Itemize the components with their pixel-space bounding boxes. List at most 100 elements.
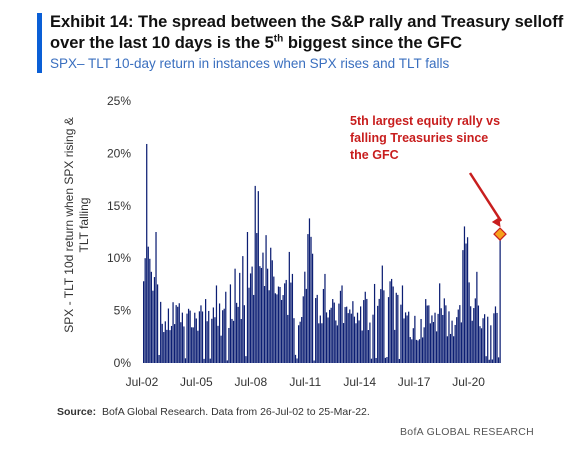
bar <box>302 296 304 363</box>
bar <box>485 356 487 363</box>
bar <box>346 306 348 363</box>
bar <box>318 323 320 363</box>
bar <box>418 339 421 363</box>
bar <box>375 357 377 363</box>
bar <box>471 320 473 363</box>
bar <box>468 282 470 363</box>
bar <box>377 305 379 363</box>
annotation-arrow <box>468 172 503 222</box>
bar <box>369 322 371 363</box>
bar <box>341 285 343 363</box>
bar <box>336 325 338 363</box>
bar <box>358 320 360 363</box>
x-tick-label: Jul-17 <box>398 375 431 389</box>
bar <box>166 329 168 363</box>
bar <box>459 305 461 363</box>
bar <box>195 318 197 363</box>
bar <box>243 305 245 363</box>
bar <box>330 307 332 363</box>
bar <box>387 297 390 363</box>
bar <box>191 327 193 363</box>
bar <box>434 312 436 363</box>
bar <box>225 291 227 363</box>
bar <box>222 310 224 363</box>
bar <box>270 247 272 363</box>
bar <box>153 277 156 363</box>
bar <box>391 278 393 363</box>
y-tick-label: 10% <box>107 251 131 265</box>
bar <box>229 284 232 363</box>
bar <box>288 251 290 363</box>
bar <box>211 318 213 363</box>
bar <box>155 232 157 363</box>
bar <box>432 322 435 363</box>
bar <box>367 330 369 363</box>
bar <box>494 306 497 363</box>
bar <box>253 294 255 363</box>
bar <box>366 298 368 363</box>
bar <box>273 276 275 363</box>
bar <box>316 294 318 363</box>
x-tick-label: Jul-02 <box>126 375 159 389</box>
bar <box>236 302 238 363</box>
bar <box>299 321 301 363</box>
bar <box>395 292 397 363</box>
y-axis-ticks: 0% 5% 10% 15% 20% 25% <box>107 94 131 370</box>
bar <box>443 298 445 363</box>
bar <box>206 321 208 363</box>
bar <box>194 312 196 363</box>
x-axis-ticks: Jul-02 Jul-05 Jul-08 Jul-11 Jul-14 Jul-17 Jul-… <box>126 375 486 389</box>
bar <box>305 288 307 363</box>
bar <box>361 330 363 363</box>
bar <box>315 298 317 363</box>
title-superscript: th <box>273 33 284 45</box>
bar <box>147 246 149 363</box>
bar <box>304 271 306 363</box>
bar <box>355 323 357 363</box>
bar <box>228 327 230 363</box>
bar <box>445 305 447 363</box>
bar <box>423 327 425 363</box>
bar <box>462 250 464 363</box>
bar <box>439 283 441 363</box>
bar <box>277 286 280 363</box>
bar <box>268 290 270 363</box>
bar <box>470 306 472 363</box>
bar <box>164 321 166 363</box>
annotation-arrowhead <box>491 217 501 228</box>
bar <box>237 306 239 363</box>
bar <box>161 323 163 363</box>
bar <box>338 303 340 363</box>
bar <box>160 301 162 363</box>
bar <box>260 267 263 363</box>
y-axis-label: SPX - TLT 10d return when SPX rising & T… <box>62 117 91 333</box>
bar <box>499 234 501 363</box>
bar <box>329 309 331 363</box>
bar <box>465 243 467 363</box>
bar <box>201 311 204 363</box>
bar <box>457 309 459 363</box>
x-tick-label: Jul-14 <box>343 375 376 389</box>
bar <box>257 191 259 363</box>
bar <box>425 299 427 363</box>
bar <box>263 286 266 363</box>
bar <box>370 358 373 363</box>
bar <box>293 318 295 363</box>
bar <box>401 285 404 363</box>
bar <box>454 324 456 363</box>
bar <box>234 268 236 363</box>
bar <box>480 328 483 363</box>
bar <box>285 279 287 363</box>
bar <box>484 314 486 363</box>
bar <box>209 358 211 363</box>
bar <box>403 318 405 363</box>
bar <box>339 290 342 363</box>
bar <box>150 271 152 363</box>
bar <box>466 237 469 363</box>
bar <box>223 308 225 363</box>
bar <box>414 315 416 363</box>
bar <box>146 143 148 363</box>
bar <box>389 281 391 363</box>
bar <box>178 303 180 363</box>
bar <box>167 308 170 363</box>
